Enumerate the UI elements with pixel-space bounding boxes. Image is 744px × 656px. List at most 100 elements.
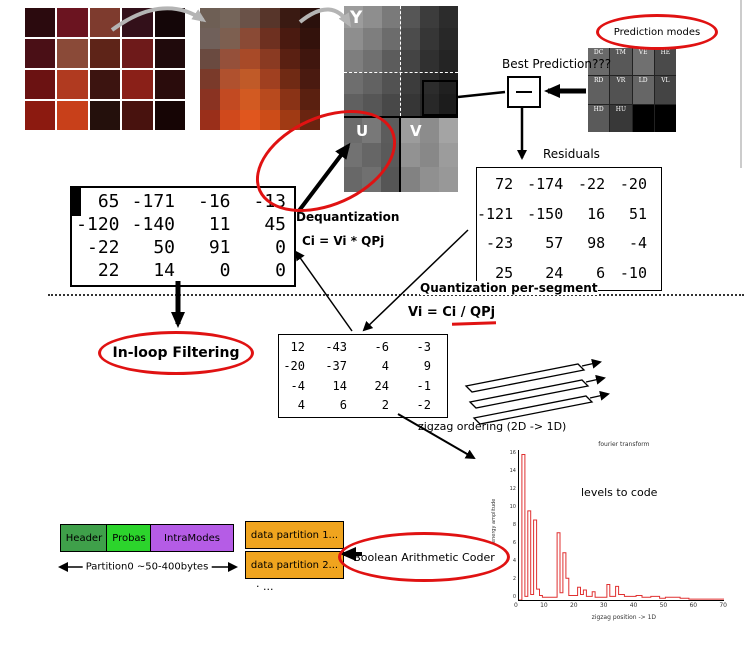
prediction-mode-label: HU xyxy=(615,105,627,113)
pixelated-macroblock-image xyxy=(200,8,320,130)
pixel-block xyxy=(300,89,320,110)
prediction-mode-tm: TM xyxy=(610,48,632,76)
matrix-cell: 72 xyxy=(495,175,514,194)
pixel-block xyxy=(260,89,280,110)
pixel-block xyxy=(154,8,185,37)
matrix-cell: 0 xyxy=(275,237,286,259)
pixel-block xyxy=(220,8,240,29)
prediction-mode-label: RD xyxy=(593,77,604,85)
pixel-block xyxy=(380,167,399,192)
matrix-cell: -121 xyxy=(477,204,514,223)
zigzag-arrow-icon xyxy=(585,374,606,385)
levels-chart: fourier transform energy amplitude 0 2 4 6 8… xyxy=(488,438,735,634)
matrix-cell: -174 xyxy=(527,175,564,194)
pixel-block xyxy=(280,68,300,90)
header-label: Header xyxy=(65,532,103,544)
chart-plot-area: levels to code xyxy=(518,450,724,601)
matrix-cursor-icon xyxy=(70,186,81,216)
prediction-mode-cell xyxy=(654,104,676,132)
pixel-block xyxy=(240,109,260,130)
pixel-block xyxy=(344,50,363,72)
pixel-block xyxy=(382,28,401,50)
pixel-block xyxy=(300,28,320,49)
matrix-cell: 4 xyxy=(381,359,389,374)
data-partition-2-box: data partition 2... xyxy=(245,551,344,579)
tick-label: 10 xyxy=(509,504,516,510)
matrix-cell: 6 xyxy=(339,398,347,413)
inloop-filtering-label: In-loop Filtering xyxy=(112,345,240,361)
chart-ylabel: energy amplitude xyxy=(491,498,497,543)
matrix-cell: -43 xyxy=(325,339,347,354)
zigzag-arrow-icon xyxy=(581,358,602,369)
best-prediction-box xyxy=(507,76,541,108)
pixel-block xyxy=(280,28,300,49)
partition0-size-label: Partition0 ~50-400bytes xyxy=(82,561,212,573)
prediction-modes-grid: DC TM VE HE RD VR LD VL HD HU xyxy=(588,48,676,132)
source-image xyxy=(25,8,185,130)
matrix-cell: 0 xyxy=(219,260,231,282)
prediction-mode-label: LD xyxy=(638,77,648,85)
pixel-block xyxy=(300,8,320,29)
chart-title: fourier transform xyxy=(598,441,650,448)
tick-label: 50 xyxy=(659,602,668,609)
matrix-cell: 14 xyxy=(332,378,347,393)
tick-label: 6 xyxy=(512,540,516,546)
pixel-block xyxy=(300,48,320,69)
matrix-cell: -16 xyxy=(197,190,231,212)
pixel-block xyxy=(122,39,153,68)
pixel-block xyxy=(420,50,439,72)
matrix-cell: 12 xyxy=(290,339,305,354)
dequantized-matrix: 65 -171 -16 -13 -120 -140 11 45 -22 50 91 0 22 14 0 0 xyxy=(70,186,296,287)
matrix-cell: 9 xyxy=(423,359,431,374)
pixel-block xyxy=(420,94,439,116)
matrix-cell: -1 xyxy=(416,378,431,393)
u-plane xyxy=(344,118,399,192)
pixel-block xyxy=(362,167,381,192)
pixel-block xyxy=(220,89,240,110)
zigzag-arrow-icon xyxy=(589,390,610,401)
pixel-block xyxy=(240,28,260,49)
dashed-divider-v-icon xyxy=(400,6,401,116)
matrix-cell: -13 xyxy=(253,190,286,212)
dequantization-label: Dequantization xyxy=(296,210,400,224)
matrix-cell: -22 xyxy=(578,175,606,194)
pixel-block xyxy=(362,118,381,143)
v-plane xyxy=(401,118,458,192)
pixel-block xyxy=(420,167,439,192)
prediction-mode-rd: RD xyxy=(588,76,610,104)
pixel-block xyxy=(260,28,280,49)
pixel-block xyxy=(89,70,121,99)
pixel-block xyxy=(401,118,420,143)
pixel-block xyxy=(280,89,300,110)
pixel-block xyxy=(154,70,185,99)
dashed-divider-h-icon xyxy=(344,72,458,73)
matrix-cell: -20 xyxy=(619,175,647,194)
data-partition-1-label: data partition 1... xyxy=(250,529,339,541)
prediction-mode-label: VE xyxy=(638,49,648,56)
chart-yticks: 0 2 4 6 8 10 12 14 16 xyxy=(502,450,516,600)
tick-label: 0 xyxy=(512,594,516,600)
pixel-block xyxy=(439,72,458,94)
pixel-block xyxy=(344,72,363,94)
pixel-block xyxy=(280,8,300,29)
pixel-block xyxy=(401,50,420,72)
best-prediction-label: Best Prediction??? xyxy=(502,57,612,71)
matrix-cell: 24 xyxy=(545,263,564,282)
selected-macroblock xyxy=(422,80,458,116)
matrix-cell: 4 xyxy=(297,398,305,413)
matrix-cell: -140 xyxy=(131,213,175,235)
pixel-block xyxy=(280,109,300,130)
matrix-cell: -2 xyxy=(416,398,431,413)
u-plane-label: U xyxy=(356,122,369,140)
data-partition-1-box: data partition 1... xyxy=(245,521,344,549)
prediction-mode-label: HD xyxy=(593,105,604,113)
quantization-formula: Vi = Ci / QPj xyxy=(408,305,496,320)
pixel-block xyxy=(154,39,185,68)
matrix-cell: 24 xyxy=(374,378,389,393)
prediction-mode-cell xyxy=(632,104,654,132)
pixel-block xyxy=(382,72,401,94)
tick-label: 4 xyxy=(512,558,516,564)
matrix-cell: 57 xyxy=(545,234,564,253)
prediction-mode-hd: HD xyxy=(588,104,610,132)
